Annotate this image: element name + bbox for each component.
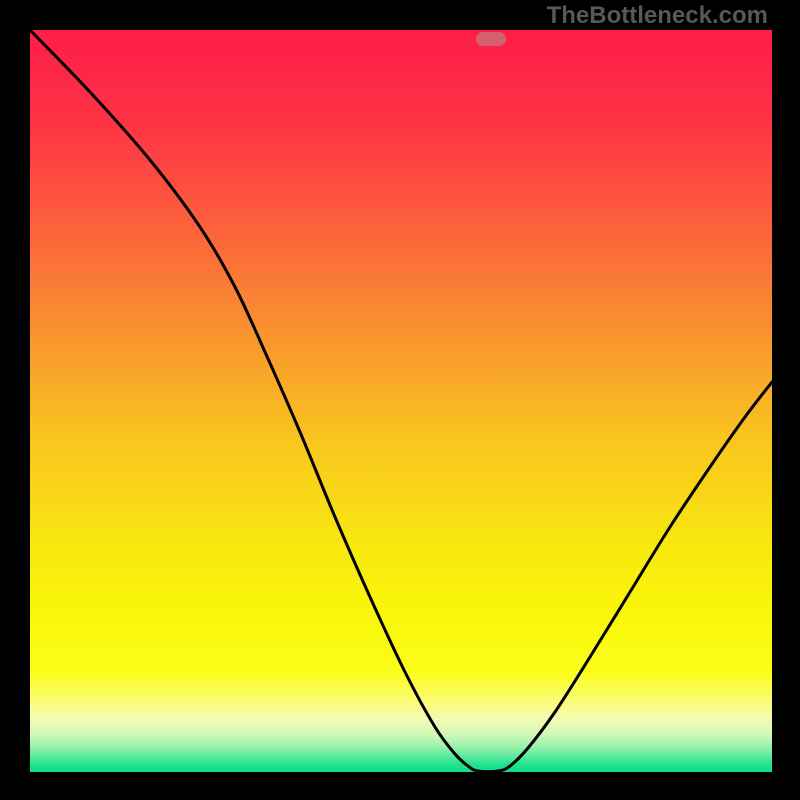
- watermark-text: TheBottleneck.com: [547, 2, 768, 30]
- optimal-marker: [476, 32, 506, 46]
- chart-svg: [30, 30, 772, 772]
- plot-area: [30, 30, 772, 772]
